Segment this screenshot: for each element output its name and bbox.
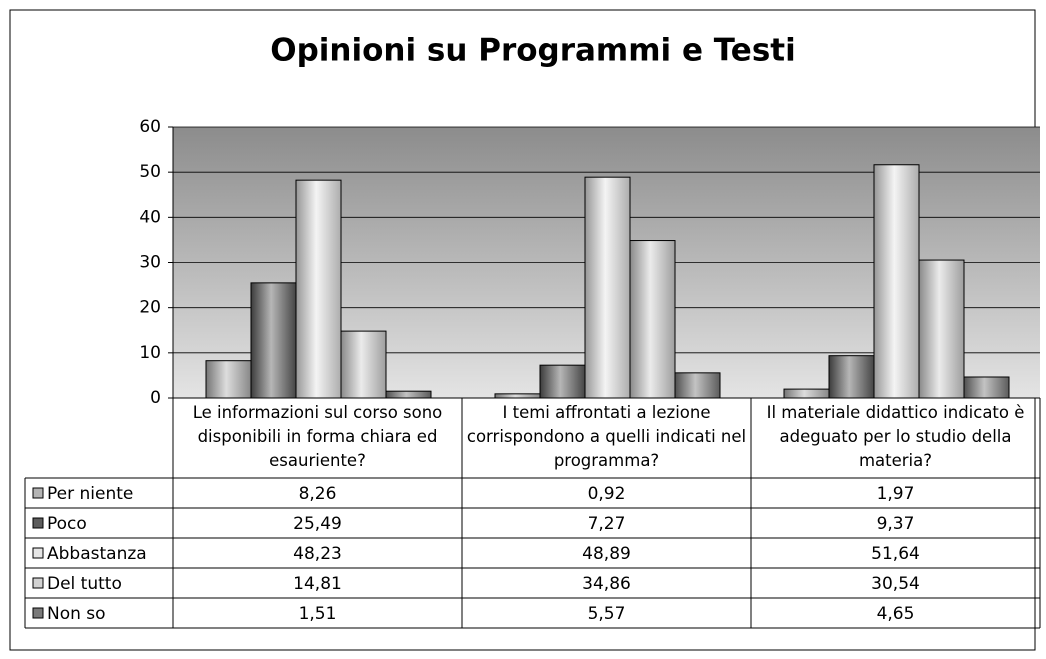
bar <box>250 282 297 399</box>
bar <box>629 240 676 399</box>
bar <box>295 179 342 399</box>
bar <box>340 330 387 399</box>
x-tick-label: Il materiale didattico indicato è adegua… <box>766 403 1025 470</box>
legend-key <box>32 517 44 529</box>
y-tick-label: 30 <box>139 253 161 273</box>
y-tick-label: 10 <box>139 343 161 363</box>
bar <box>539 364 586 399</box>
bar <box>918 259 965 399</box>
data-table-value: 0,92 <box>588 484 626 504</box>
title-box <box>256 28 808 74</box>
x-tick-label: Le informazioni sul corso sono disponibi… <box>192 403 443 470</box>
y-tick-label: 60 <box>139 117 161 137</box>
legend-key <box>32 547 44 559</box>
bar <box>963 376 1010 399</box>
y-tick-label: 20 <box>139 298 161 318</box>
bar <box>873 164 920 399</box>
data-table-value: 8,26 <box>299 484 337 504</box>
data-table-value: 4,65 <box>877 604 915 624</box>
data-table-value: 25,49 <box>293 514 342 534</box>
legend-label: Abbastanza <box>47 544 147 564</box>
bar <box>584 176 631 399</box>
x-tick-label: I temi affrontati a lezione corrispondon… <box>466 403 747 470</box>
data-table-value: 48,23 <box>293 544 342 564</box>
y-tick-label: 50 <box>139 162 161 182</box>
data-table-value: 48,89 <box>582 544 631 564</box>
data-table-value: 9,37 <box>877 514 915 534</box>
data-table-value: 30,54 <box>871 574 920 594</box>
legend-key <box>32 577 44 589</box>
chart-title: Opinioni su Programmi e Testi <box>270 33 795 69</box>
data-table-value: 5,57 <box>588 604 626 624</box>
legend-label: Non so <box>47 604 106 624</box>
legend-key <box>32 607 44 619</box>
data-table-value: 14,81 <box>293 574 342 594</box>
bar <box>385 390 432 399</box>
y-tick-label: 40 <box>139 207 161 227</box>
data-table-value: 7,27 <box>588 514 626 534</box>
bar <box>205 360 252 399</box>
legend-label: Per niente <box>47 484 133 504</box>
data-table-value: 51,64 <box>871 544 920 564</box>
bar <box>674 372 721 399</box>
bar <box>828 355 875 399</box>
bar <box>494 393 541 399</box>
data-table-value: 1,97 <box>877 484 915 504</box>
bar <box>783 388 830 399</box>
legend-label: Del tutto <box>47 574 122 594</box>
y-tick-label: 0 <box>150 388 161 408</box>
data-table-value: 34,86 <box>582 574 631 594</box>
legend-label: Poco <box>47 514 87 534</box>
legend-key <box>32 487 44 499</box>
data-table-value: 1,51 <box>299 604 337 624</box>
